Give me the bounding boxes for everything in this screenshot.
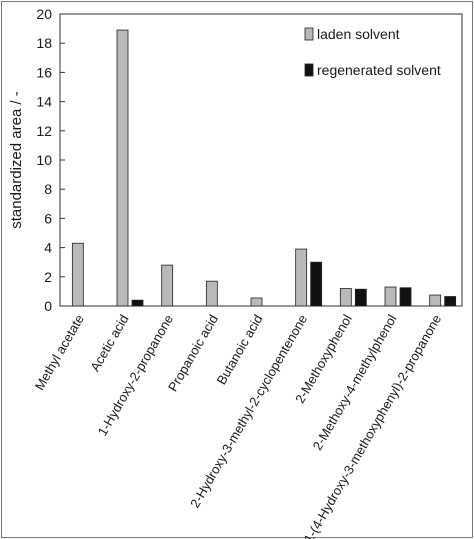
y-tick-label: 10: [36, 152, 52, 168]
y-tick-label: 2: [44, 269, 52, 285]
legend: laden solvent regenerated solvent: [304, 26, 441, 78]
bar-regenerated: [444, 296, 457, 307]
y-axis-label: standardized area / -: [8, 91, 25, 229]
y-tick-label: 4: [44, 240, 52, 256]
y-tick-label: 18: [36, 35, 52, 51]
x-tick-label: Acetic acid: [87, 312, 131, 374]
bar-laden: [295, 248, 308, 307]
legend-label: laden solvent: [317, 26, 400, 42]
y-tick-label: 0: [44, 298, 52, 314]
x-tick-label: Methyl acetate: [32, 312, 87, 393]
y-tick-labels: 0 2 4 6 8 10 12 14 16 18 20: [36, 6, 52, 314]
bar-laden: [384, 286, 397, 307]
legend-swatch: [304, 27, 314, 41]
legend-swatch: [304, 63, 314, 77]
bar-laden: [250, 297, 263, 307]
bar-regenerated: [131, 299, 144, 307]
y-tick-label: 6: [44, 210, 52, 226]
bar-laden: [205, 280, 218, 307]
x-tick-labels: Methyl acetate Acetic acid1-Hydroxy-2-pro…: [32, 312, 445, 539]
x-tick-label: 2-Methoxy-4-methylphenol: [310, 312, 400, 453]
y-tick-label: 14: [36, 94, 52, 110]
bar-laden: [161, 264, 174, 307]
y-tick-label: 12: [36, 123, 52, 139]
bar-laden: [339, 288, 352, 307]
bar-regenerated: [310, 261, 323, 307]
bar-regenerated: [354, 288, 367, 307]
bar-laden: [429, 294, 442, 307]
x-tick-label: Butanoic acid: [214, 312, 266, 387]
bar-laden: [71, 242, 84, 307]
bar-laden: [116, 29, 129, 307]
bar-regenerated: [399, 287, 412, 307]
y-tick-label: 16: [36, 64, 52, 80]
y-tick-label: 20: [36, 6, 52, 22]
bars: [71, 29, 457, 307]
legend-label: regenerated solvent: [317, 62, 441, 78]
y-tick-label: 8: [44, 181, 52, 197]
